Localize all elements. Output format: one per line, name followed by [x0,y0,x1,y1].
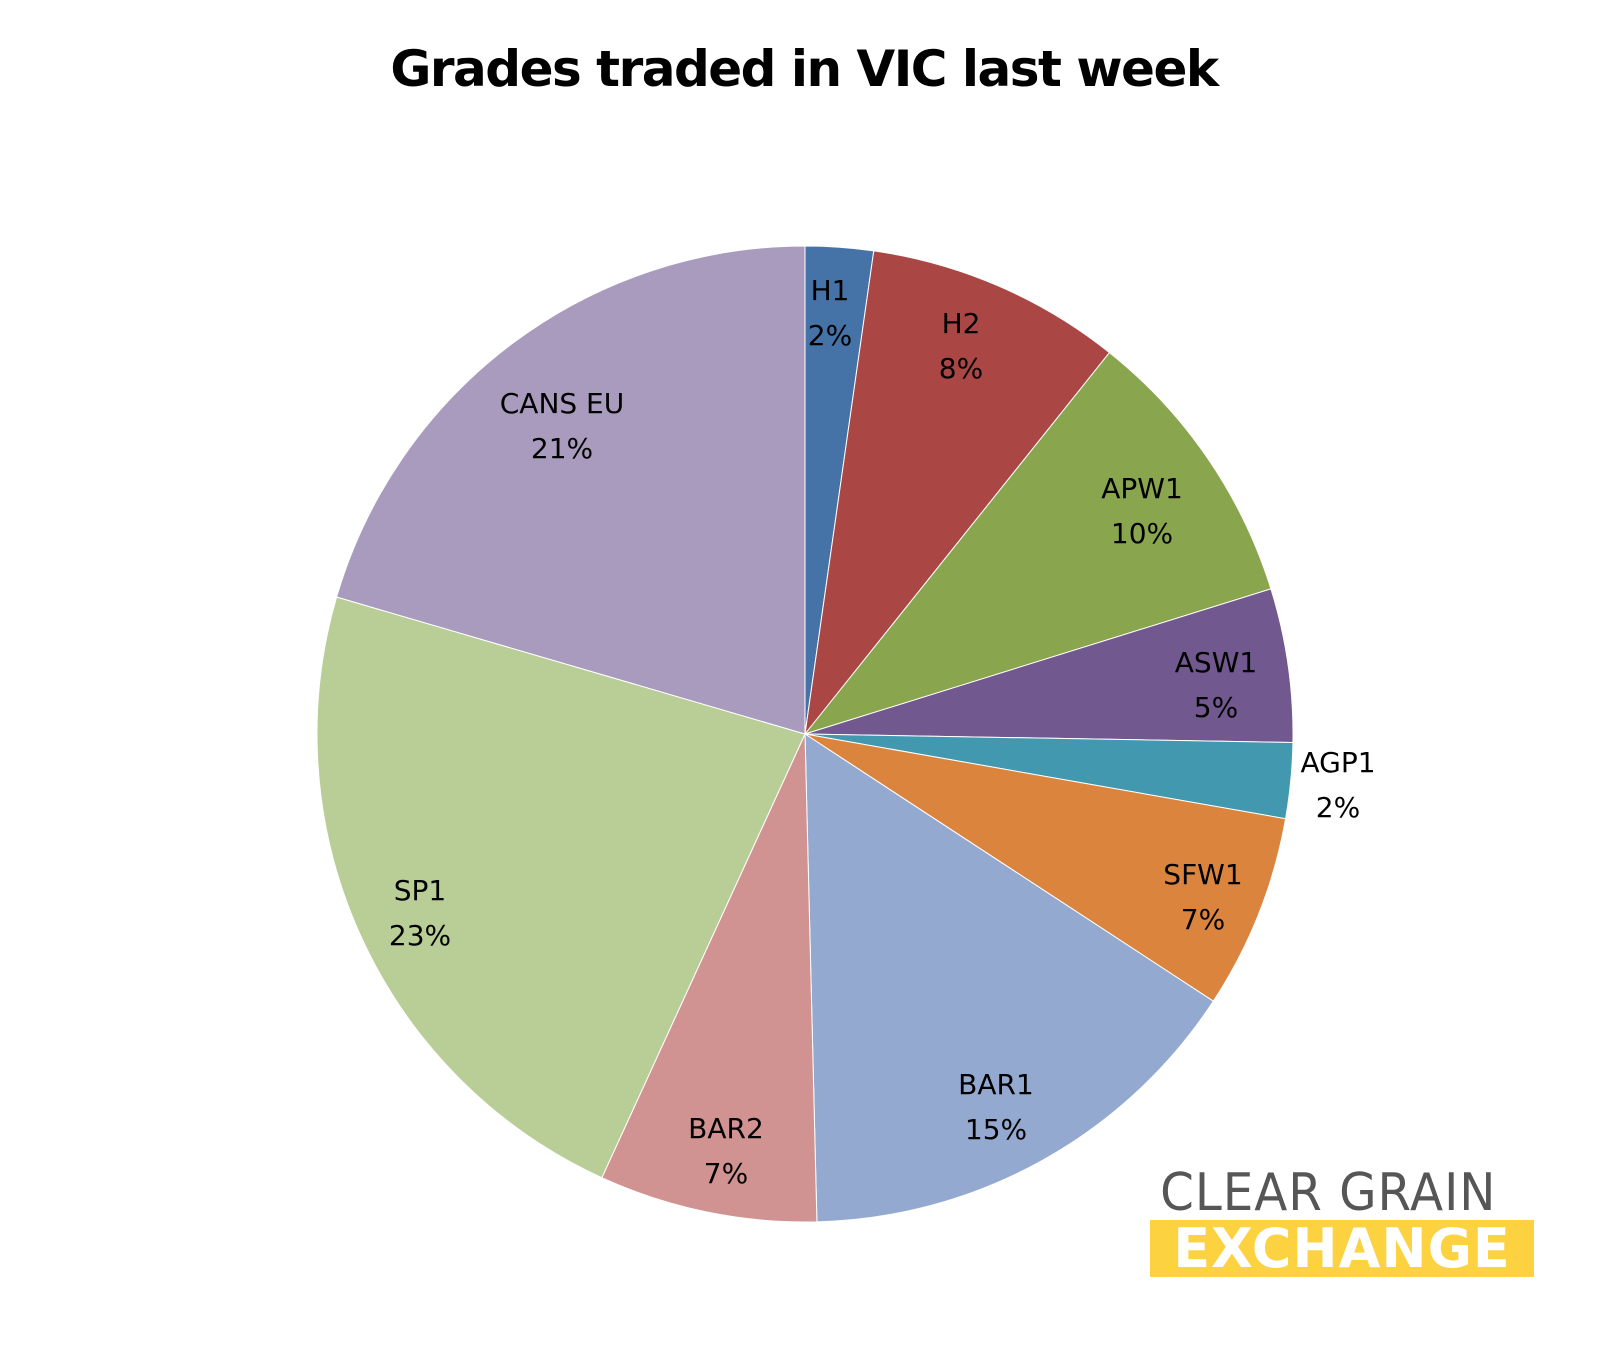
data-label-cans-eu: CANS EU 21% [500,387,625,465]
pie-slices [316,245,1294,1223]
pie-slice-bar1 [804,733,1214,1223]
pie-slice-asw1 [804,588,1294,744]
data-label-apw1: APW1 10% [1101,472,1183,550]
data-label-h1: H1 2% [808,274,852,352]
chart-title: Grades traded in VIC last week [390,40,1219,98]
pie-slice-bar2 [601,733,818,1223]
data-label-asw1: ASW1 5% [1175,646,1257,724]
data-label-sp1: SP1 23% [389,874,451,952]
data-label-sfw1: SFW1 7% [1163,858,1242,936]
pie-slice-sp1 [316,596,806,1179]
data-label-bar1: BAR1 15% [958,1068,1034,1146]
pie-slice-apw1 [804,352,1272,735]
logo-yellow-band: EXCHANGE [1150,1220,1534,1277]
pie-slice-h2 [804,250,1110,735]
pie-slice-sfw1 [804,733,1287,1002]
data-label-agp1: AGP1 2% [1300,746,1375,824]
pie-data-labels: H1 2% H2 8% APW1 10% ASW1 5% AGP1 2% SFW1 7% BAR1 15%… [389,274,1376,1190]
pie-slice-cans-eu [336,245,806,735]
clear-grain-exchange-logo: CLEAR GRAIN EXCHANGE [1150,1166,1534,1278]
data-label-bar2: BAR2 7% [688,1112,764,1190]
logo-text-clear-grain: CLEAR GRAIN [1160,1163,1497,1223]
logo-text-exchange: EXCHANGE [1173,1220,1511,1277]
data-label-h2: H2 8% [939,307,983,385]
